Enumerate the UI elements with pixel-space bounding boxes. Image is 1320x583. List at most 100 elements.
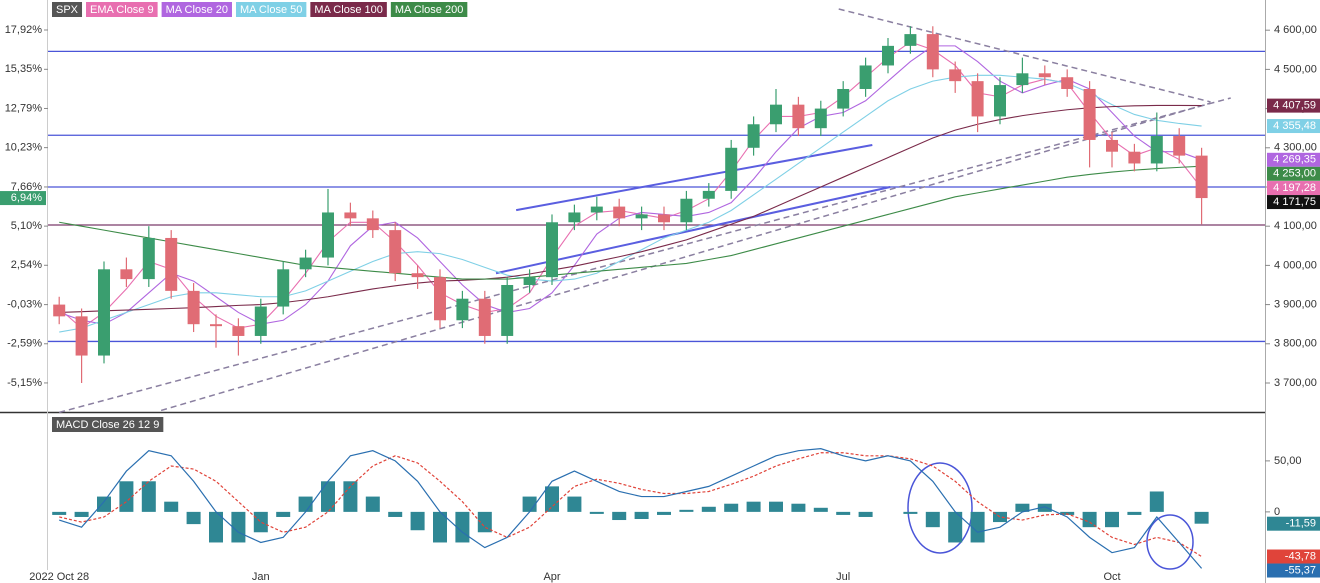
candle-body xyxy=(1150,136,1163,164)
histogram-bar xyxy=(567,496,582,512)
candle-body xyxy=(434,277,446,321)
macd-title-bg xyxy=(52,417,164,432)
highlight-ellipse xyxy=(907,462,973,554)
last-value-label: 4 253,00 xyxy=(1273,168,1316,180)
candle-body xyxy=(1038,73,1051,78)
histogram-bar xyxy=(253,511,268,533)
histogram-bar xyxy=(679,509,694,512)
y2-tick-label: -0,03% xyxy=(7,299,42,311)
candle-body xyxy=(1061,77,1074,89)
candle-body xyxy=(1195,155,1208,199)
candle-body xyxy=(994,85,1006,117)
trend-line xyxy=(160,102,1211,412)
y2-tick-label: 15,35% xyxy=(5,63,43,75)
last-value-bg xyxy=(1267,549,1320,564)
histogram-bar xyxy=(612,511,627,521)
x-tick-label: Oct xyxy=(1103,571,1120,583)
last-value-bg xyxy=(1267,152,1320,167)
last-value-bg xyxy=(1267,563,1320,578)
y-tick-label: 4 300,00 xyxy=(1274,142,1317,154)
histogram-bar xyxy=(545,486,559,512)
ma-line xyxy=(59,104,1202,313)
histogram-bar xyxy=(186,511,201,525)
candle-body xyxy=(770,104,782,125)
last-value-label: 4 197,28 xyxy=(1273,182,1316,194)
y2-tick-label: 10,23% xyxy=(5,142,43,154)
legend-label: EMA Close 9 xyxy=(90,4,154,16)
last-value-bg xyxy=(1267,98,1320,113)
histogram-bar xyxy=(1194,511,1209,524)
candle-body xyxy=(456,298,469,321)
ma-line xyxy=(59,165,1202,280)
histogram-bar xyxy=(1149,491,1164,512)
candle-body xyxy=(971,81,984,117)
candle-body xyxy=(501,284,514,336)
candle-body xyxy=(98,269,110,356)
last-value-label: -55,37 xyxy=(1285,564,1316,576)
histogram-bar xyxy=(746,501,761,512)
last-value-label: 4 407,59 xyxy=(1273,100,1316,112)
y-tick-label: 3 700,00 xyxy=(1274,377,1317,389)
histogram-bar xyxy=(1082,511,1097,528)
candle-body xyxy=(747,124,760,148)
histogram-bar xyxy=(993,511,1007,523)
candle-body xyxy=(254,306,267,336)
legend-chip xyxy=(52,2,83,17)
candle-body xyxy=(232,326,245,336)
macd-title: MACD Close 26 12 9 xyxy=(56,419,159,431)
histogram-bar xyxy=(903,511,918,514)
candle-body xyxy=(120,269,133,280)
legend-label: MA Close 200 xyxy=(395,4,463,16)
candle-body xyxy=(837,88,850,109)
histogram-bar xyxy=(836,511,851,515)
candle-body xyxy=(344,212,357,219)
histogram-bar xyxy=(589,511,604,514)
candle-body xyxy=(702,190,715,199)
legend-chip xyxy=(161,2,232,17)
legend-label: MA Close 100 xyxy=(314,4,382,16)
histogram-bar xyxy=(724,503,739,512)
candle-body xyxy=(568,212,581,223)
candle-body xyxy=(882,45,894,66)
y2-tick-label: -5,15% xyxy=(7,377,42,389)
histogram-bar xyxy=(388,511,403,517)
y-tick-label: 4 600,00 xyxy=(1274,24,1317,36)
candle-body xyxy=(859,65,872,89)
ma-line xyxy=(59,74,1202,333)
candle-body xyxy=(322,212,334,258)
candle-body xyxy=(658,214,670,223)
legend-label: MA Close 20 xyxy=(166,4,228,16)
signal-line xyxy=(59,452,1202,558)
y-tick-label: 4 000,00 xyxy=(1274,259,1317,271)
trend-line xyxy=(838,8,1211,103)
x-tick-label: Jan xyxy=(252,571,270,583)
candle-body xyxy=(1128,151,1141,164)
histogram-bar xyxy=(433,511,447,543)
last-value-label: -11,59 xyxy=(1286,518,1316,530)
last-value-label: 4 355,48 xyxy=(1273,120,1316,132)
candle-body xyxy=(1106,139,1118,152)
ma-line xyxy=(59,45,1202,325)
candle-body xyxy=(546,222,558,278)
histogram-bar xyxy=(231,511,246,543)
y2-tick-label: 7,66% xyxy=(11,181,42,193)
candle-body xyxy=(389,230,402,274)
histogram-bar xyxy=(1015,503,1030,512)
last-value-bg xyxy=(1267,166,1320,181)
legend-chip xyxy=(235,2,307,17)
x-tick-label: Apr xyxy=(543,571,560,583)
last-value-bg xyxy=(1267,516,1320,531)
histogram-bar xyxy=(74,511,89,517)
last-value-label: 4 171,75 xyxy=(1273,196,1316,208)
histogram-bar xyxy=(410,511,425,531)
histogram-bar xyxy=(970,511,985,543)
y2-tick-label: 2,54% xyxy=(11,259,42,271)
histogram-bar xyxy=(365,496,380,512)
candle-body xyxy=(904,34,917,46)
histogram-bar xyxy=(701,506,716,512)
candle-body xyxy=(635,214,648,219)
candle-body xyxy=(277,269,290,307)
candle-body xyxy=(680,198,693,223)
